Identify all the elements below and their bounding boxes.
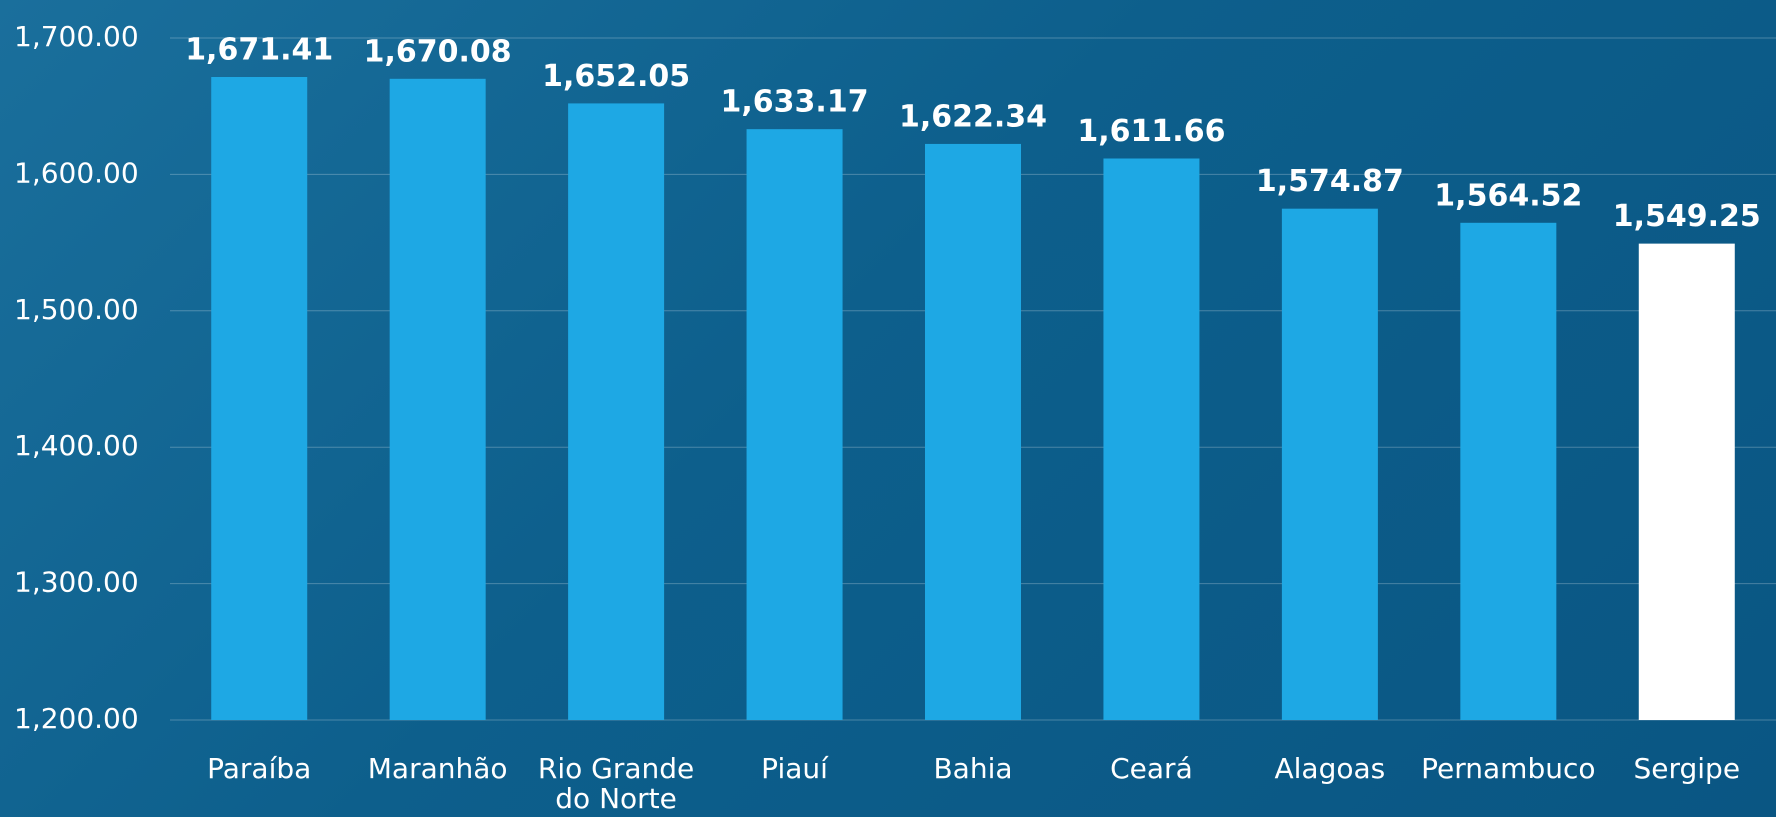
bar (746, 129, 843, 720)
y-tick-label: 1,600.00 (14, 156, 139, 189)
x-tick-label: Paraíba (207, 752, 312, 785)
y-tick-label: 1,300.00 (14, 566, 139, 599)
value-label: 1,670.08 (364, 34, 512, 69)
bar (1460, 222, 1557, 720)
bar (211, 76, 308, 720)
bar (1103, 158, 1200, 721)
bar (568, 103, 665, 720)
x-tick-label: Pernambuco (1421, 752, 1596, 785)
x-tick-label: Piauí (761, 752, 828, 785)
value-label: 1,652.05 (542, 59, 690, 94)
x-tick-label: Maranhão (367, 752, 508, 785)
value-label: 1,574.87 (1256, 164, 1404, 199)
value-label: 1,564.52 (1434, 178, 1582, 213)
bar (1638, 243, 1735, 721)
x-tick-label: Alagoas (1274, 752, 1386, 785)
y-tick-label: 1,200.00 (14, 702, 139, 735)
y-tick-label: 1,500.00 (14, 293, 139, 326)
y-tick-label: 1,700.00 (14, 20, 139, 53)
x-tick-label: Bahia (933, 752, 1013, 785)
value-label: 1,622.34 (899, 99, 1047, 134)
value-label: 1,611.66 (1077, 114, 1225, 149)
value-label: 1,671.41 (185, 32, 333, 67)
bar (389, 78, 486, 720)
x-tick-label: Sergipe (1633, 752, 1741, 785)
bar (1281, 208, 1378, 721)
value-label: 1,549.25 (1613, 199, 1761, 234)
value-label: 1,633.17 (721, 85, 869, 120)
x-tick-label: Ceará (1110, 752, 1193, 785)
bar (925, 143, 1021, 721)
x-tick-label: Rio Grande do Norte (537, 752, 695, 815)
y-tick-label: 1,400.00 (14, 429, 139, 462)
